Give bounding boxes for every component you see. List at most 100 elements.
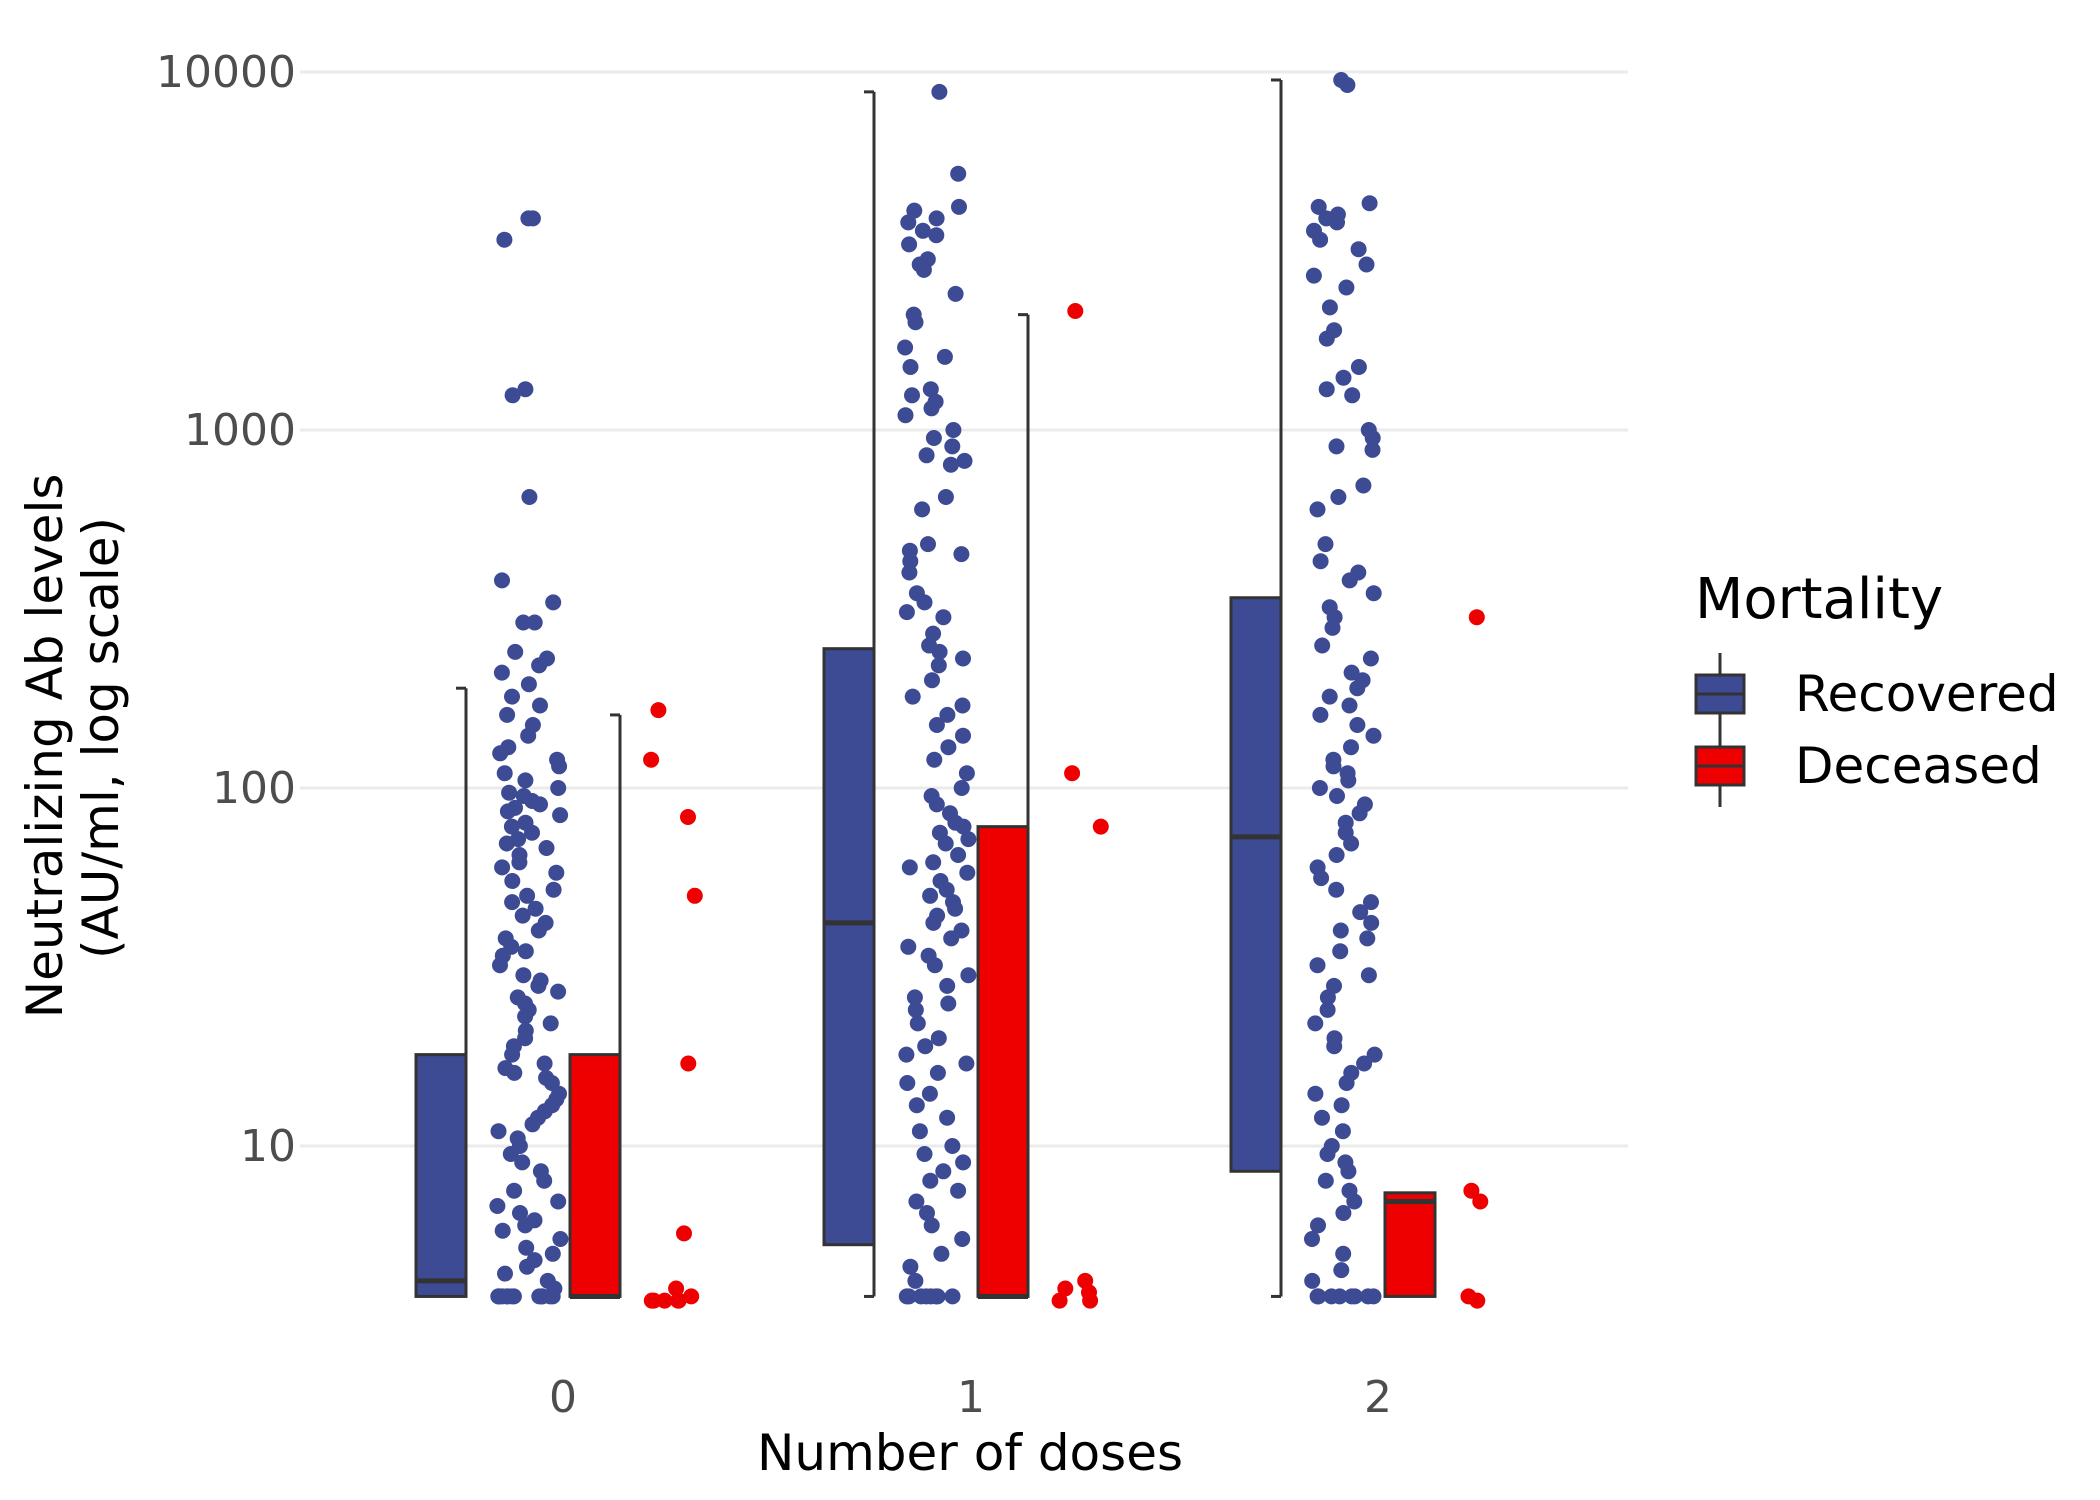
point-recovered-dose-1 (959, 864, 976, 881)
point-recovered-dose-2 (1349, 680, 1366, 697)
point-recovered-dose-1 (907, 1001, 924, 1018)
point-recovered-dose-0 (502, 1146, 519, 1162)
point-deceased-dose-1 (1064, 765, 1081, 782)
point-recovered-dose-2 (1340, 772, 1357, 789)
point-recovered-dose-1 (923, 1217, 940, 1234)
point-recovered-dose-1 (928, 796, 945, 813)
point-recovered-dose-2 (1340, 1163, 1357, 1180)
point-recovered-dose-2 (1350, 241, 1367, 258)
point-recovered-dose-0 (520, 727, 537, 744)
point-recovered-dose-1 (916, 594, 933, 611)
point-recovered-dose-1 (902, 359, 919, 375)
point-recovered-dose-2 (1309, 957, 1326, 974)
point-recovered-dose-2 (1341, 697, 1358, 714)
point-deceased-dose-0 (645, 1292, 662, 1309)
point-recovered-dose-1 (926, 957, 943, 974)
point-recovered-dose-0 (494, 859, 511, 876)
point-recovered-dose-1 (920, 536, 936, 553)
point-recovered-dose-0 (517, 943, 534, 960)
point-recovered-dose-2 (1317, 536, 1334, 553)
point-recovered-dose-1 (911, 1123, 928, 1140)
legend-keys: Recovered Deceased (1694, 653, 2059, 807)
x-axis-title: Number of doses (757, 1424, 1183, 1482)
point-recovered-dose-2 (1325, 758, 1342, 775)
point-recovered-dose-0 (542, 1288, 559, 1305)
point-recovered-dose-2 (1360, 1288, 1376, 1305)
box-iqr (568, 1053, 622, 1298)
point-recovered-dose-1 (918, 1288, 935, 1305)
point-recovered-dose-2 (1304, 1272, 1321, 1289)
point-recovered-dose-0 (520, 676, 537, 693)
point-recovered-dose-2 (1329, 788, 1345, 804)
point-recovered-dose-2 (1333, 1097, 1350, 1114)
point-recovered-dose-0 (519, 887, 536, 904)
point-recovered-dose-0 (542, 1015, 559, 1032)
y-tick-label-1000: 1000 (184, 405, 296, 456)
x-tick-label-2: 2 (1364, 1372, 1392, 1423)
y-axis-title-line1: Neutralizing Ab levels (16, 474, 74, 1019)
point-recovered-dose-1 (919, 1205, 935, 1221)
box-deceased-dose-1 (976, 313, 1030, 1299)
point-deceased-dose-0 (680, 1055, 697, 1072)
point-recovered-dose-1 (955, 650, 971, 667)
point-recovered-dose-2 (1356, 1055, 1373, 1072)
point-deceased-dose-1 (1051, 1292, 1068, 1309)
point-recovered-dose-2 (1346, 1193, 1363, 1210)
x-tick-label-0: 0 (549, 1372, 577, 1423)
point-recovered-dose-2 (1355, 477, 1372, 494)
point-recovered-dose-1 (914, 501, 931, 518)
point-recovered-dose-0 (526, 614, 543, 631)
point-recovered-dose-2 (1363, 914, 1380, 931)
point-recovered-dose-1 (939, 706, 956, 723)
point-deceased-dose-2 (1468, 609, 1485, 626)
point-recovered-dose-1 (901, 564, 918, 581)
point-recovered-dose-1 (935, 1163, 952, 1180)
point-recovered-dose-1 (907, 1272, 924, 1289)
axis-ticks: 10 100 1000 10000 0 1 2 (156, 47, 1392, 1423)
point-recovered-dose-1 (929, 1064, 946, 1081)
point-recovered-dose-2 (1319, 1001, 1336, 1018)
point-recovered-dose-0 (506, 1182, 523, 1199)
point-deceased-dose-0 (680, 809, 696, 825)
point-recovered-dose-2 (1341, 572, 1358, 589)
point-recovered-dose-2 (1331, 1288, 1348, 1305)
point-recovered-dose-0 (550, 1193, 567, 1210)
point-recovered-dose-0 (496, 231, 513, 248)
point-recovered-dose-0 (524, 1116, 541, 1133)
point-recovered-dose-2 (1307, 1085, 1324, 1102)
box-iqr (976, 825, 1030, 1298)
point-recovered-dose-0 (503, 818, 520, 835)
box-recovered-dose-1 (822, 90, 876, 1298)
point-recovered-dose-2 (1364, 441, 1381, 458)
point-recovered-dose-1 (914, 222, 931, 239)
box-recovered-dose-0 (414, 686, 468, 1298)
point-recovered-dose-0 (504, 387, 521, 404)
y-tick-label-100: 100 (212, 763, 296, 814)
point-recovered-dose-0 (511, 854, 528, 871)
point-recovered-dose-1 (944, 438, 961, 455)
y-axis-title-line2: (AU/ml, log scale) (72, 517, 130, 959)
gridlines (300, 70, 1628, 1148)
point-recovered-dose-1 (922, 1172, 939, 1189)
point-recovered-dose-0 (512, 1205, 528, 1221)
point-recovered-dose-0 (517, 1008, 534, 1025)
point-recovered-dose-2 (1314, 637, 1331, 654)
point-recovered-dose-0 (494, 1222, 511, 1239)
point-recovered-dose-1 (898, 604, 915, 621)
point-recovered-dose-0 (517, 381, 534, 398)
point-recovered-dose-1 (908, 1097, 925, 1114)
point-recovered-dose-1 (935, 609, 952, 626)
point-recovered-dose-2 (1335, 1205, 1352, 1221)
point-recovered-dose-2 (1305, 267, 1322, 284)
point-recovered-dose-1 (928, 227, 945, 244)
point-recovered-dose-1 (897, 407, 914, 424)
point-deceased-dose-0 (650, 702, 667, 719)
point-recovered-dose-0 (548, 864, 565, 881)
point-recovered-dose-1 (923, 400, 940, 417)
point-recovered-dose-0 (552, 807, 569, 824)
point-recovered-dose-1 (897, 339, 914, 356)
point-recovered-dose-1 (950, 1182, 967, 1199)
point-recovered-dose-0 (517, 1217, 534, 1234)
point-recovered-dose-0 (504, 688, 520, 705)
point-recovered-dose-1 (918, 447, 935, 464)
